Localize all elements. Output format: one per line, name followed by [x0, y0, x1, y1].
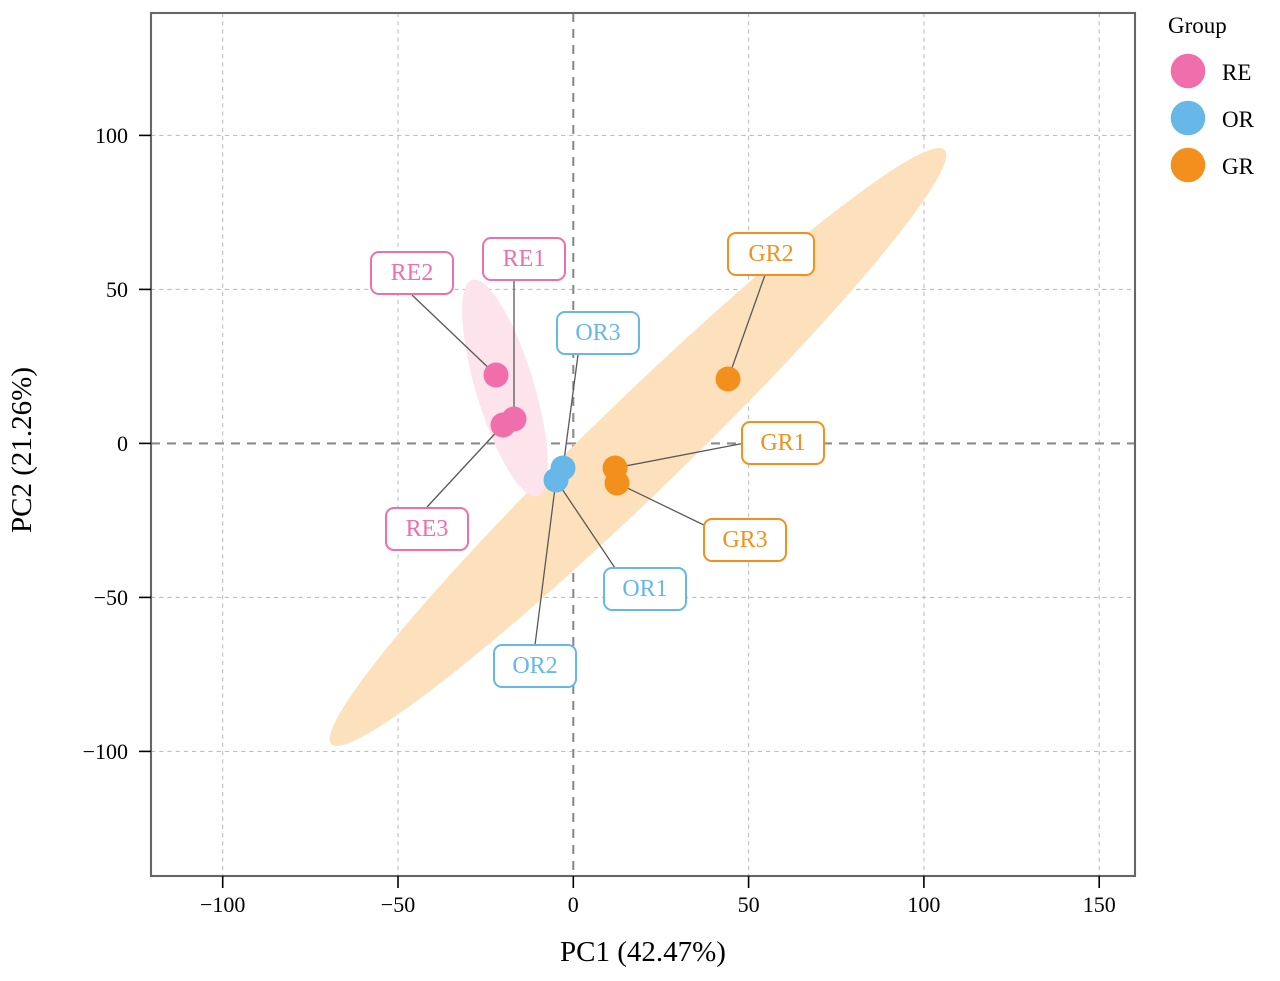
svg-text:−100: −100	[83, 739, 128, 764]
svg-text:RE3: RE3	[406, 516, 449, 542]
svg-text:0: 0	[117, 431, 128, 456]
svg-text:−50: −50	[381, 892, 415, 917]
svg-text:Group: Group	[1168, 13, 1227, 38]
svg-text:GR3: GR3	[722, 527, 767, 553]
svg-text:OR: OR	[1222, 107, 1255, 132]
svg-text:50: 50	[106, 277, 128, 302]
svg-text:GR2: GR2	[748, 241, 793, 267]
svg-text:OR1: OR1	[622, 576, 667, 602]
svg-text:RE2: RE2	[391, 260, 434, 286]
svg-text:−100: −100	[200, 892, 245, 917]
svg-text:−50: −50	[94, 585, 128, 610]
svg-text:PC2 (21.26%): PC2 (21.26%)	[6, 367, 38, 533]
svg-text:GR: GR	[1222, 154, 1255, 179]
svg-text:0: 0	[568, 892, 579, 917]
svg-text:OR3: OR3	[575, 320, 620, 346]
svg-text:GR1: GR1	[760, 430, 805, 456]
svg-text:150: 150	[1083, 892, 1116, 917]
svg-text:RE: RE	[1222, 60, 1251, 85]
svg-text:50: 50	[738, 892, 760, 917]
svg-text:RE1: RE1	[503, 246, 546, 272]
svg-text:100: 100	[907, 892, 940, 917]
svg-text:OR2: OR2	[512, 653, 557, 679]
svg-text:PC1 (42.47%): PC1 (42.47%)	[560, 936, 726, 968]
svg-text:100: 100	[95, 123, 128, 148]
